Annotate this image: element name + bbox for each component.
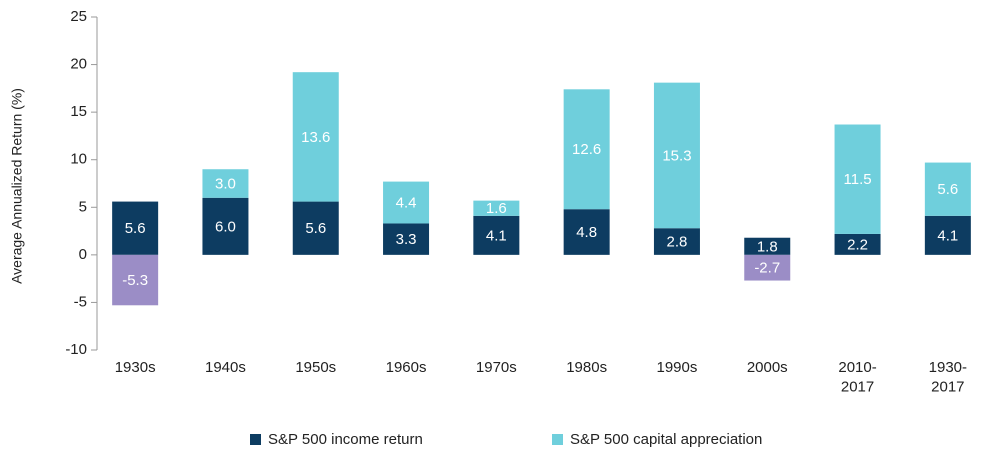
bar-segment [653, 82, 700, 229]
y-tick-label: -5 [74, 293, 87, 310]
value-label: -5.3 [122, 272, 148, 289]
y-tick-label: -10 [65, 341, 87, 358]
value-label: 5.6 [125, 220, 146, 237]
legend-swatch [250, 434, 261, 445]
bar-segment [924, 162, 971, 216]
value-label: 3.3 [396, 231, 417, 248]
bar-segment [563, 89, 610, 210]
y-axis-label: Average Annualized Return (%) [9, 88, 25, 284]
x-tick-label: 1990s [657, 359, 698, 376]
value-label: 5.6 [937, 181, 958, 198]
y-tick-label: 20 [70, 56, 87, 73]
bar-segment [744, 254, 791, 281]
value-label: 13.6 [301, 129, 330, 146]
value-label: 11.5 [844, 171, 872, 188]
bar-segment [292, 201, 339, 255]
x-tick-label: 2010-2017 [838, 359, 876, 396]
x-tick-label: 1940s [205, 359, 246, 376]
y-tick-label: 15 [70, 103, 87, 120]
value-label: 4.1 [937, 227, 958, 244]
x-tick-label: 1950s [295, 359, 336, 376]
bar-segment [112, 254, 159, 306]
x-tick-label: 2000s [747, 359, 788, 376]
bar-segment [563, 209, 610, 255]
value-label: 4.4 [396, 194, 417, 211]
value-label: -2.7 [754, 260, 780, 277]
x-tick-label: 1980s [566, 359, 607, 376]
value-label: 3.0 [215, 175, 236, 192]
y-tick-label: 5 [79, 198, 87, 215]
value-label: 4.1 [486, 227, 507, 244]
y-tick-label: 25 [70, 8, 87, 25]
value-label: 2.2 [847, 236, 868, 253]
bar-segment [202, 169, 249, 198]
value-label: 15.3 [662, 147, 691, 164]
y-tick-label: 10 [70, 151, 87, 168]
legend-label: S&P 500 capital appreciation [570, 431, 762, 448]
x-tick-label: 1960s [386, 359, 427, 376]
legend-swatch [552, 434, 563, 445]
bar-segment [202, 197, 249, 255]
bar-segment [292, 72, 339, 202]
value-label: 5.6 [305, 220, 326, 237]
value-label: 4.8 [576, 224, 597, 241]
bar-segment [834, 124, 881, 234]
bar-segment [112, 201, 159, 255]
value-label: 12.6 [572, 141, 601, 158]
bar-segment [383, 181, 430, 224]
bar-segment [653, 228, 700, 255]
x-tick-label: 1930-2017 [929, 359, 967, 396]
bar-segment [473, 215, 520, 255]
bar-segment [473, 200, 520, 216]
value-label: 1.8 [757, 238, 778, 255]
legend-label: S&P 500 income return [268, 431, 423, 448]
y-tick-label: 0 [79, 246, 87, 263]
value-label: 1.6 [486, 200, 507, 217]
bar-segment [383, 223, 430, 255]
value-label: 2.8 [667, 234, 688, 251]
bar-segment [744, 237, 791, 255]
value-label: 6.0 [215, 218, 236, 235]
x-tick-label: 1930s [115, 359, 156, 376]
bar-segment [924, 215, 971, 255]
bar-segment [834, 233, 881, 255]
x-tick-label: 1970s [476, 359, 517, 376]
